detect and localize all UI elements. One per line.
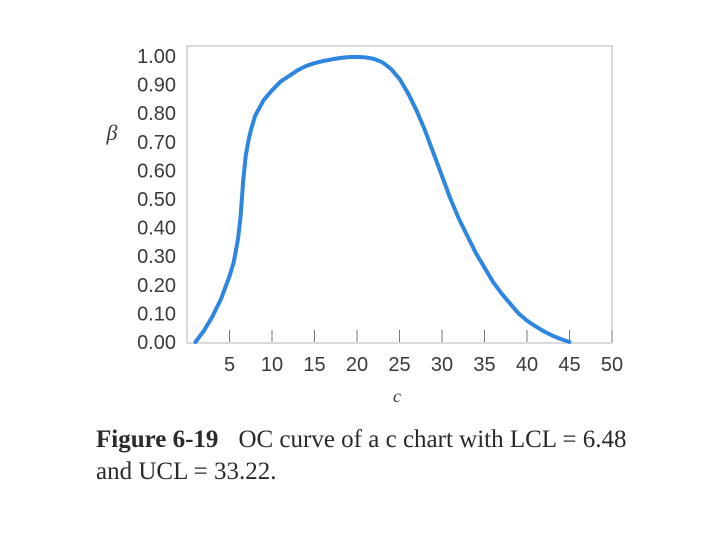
oc-curve-line	[193, 54, 572, 344]
y-tick-label: 0.40	[137, 218, 176, 240]
x-tick-label: 25	[388, 354, 410, 376]
x-tick-label: 30	[431, 354, 453, 376]
x-tick-label: 10	[261, 354, 283, 376]
y-tick-label: 0.00	[137, 332, 176, 354]
y-tick-label: 0.70	[137, 132, 176, 154]
x-axis-ticks: 5 10 15 20 25 30 35 40 45 50	[224, 330, 623, 376]
x-tick-label: 35	[473, 354, 495, 376]
y-tick-label: 0.20	[137, 275, 176, 297]
x-tick-label: 15	[303, 354, 325, 376]
x-tick-label: 50	[601, 354, 623, 376]
y-tick-label: 0.30	[137, 246, 176, 268]
x-tick-label: 40	[516, 354, 538, 376]
y-tick-label: 0.80	[137, 103, 176, 125]
y-axis-tick-labels: 0.00 0.10 0.20 0.30 0.40 0.50 0.60 0.70 0.80 0.90…	[137, 46, 176, 354]
y-tick-label: 0.90	[137, 75, 176, 97]
x-tick-label: 5	[224, 354, 235, 376]
x-axis-label: c	[393, 386, 401, 406]
y-tick-label: 1.00	[137, 46, 176, 68]
x-tick-label: 20	[346, 354, 368, 376]
y-tick-label: 0.60	[137, 160, 176, 182]
caption-text: OC curve of a c chart with LCL = 6.48 an…	[96, 426, 627, 485]
y-tick-label: 0.50	[137, 189, 176, 211]
figure-caption: Figure 6-19 OC curve of a c chart with LC…	[96, 424, 656, 488]
figure-label: Figure 6-19	[96, 426, 219, 453]
plot-area-border	[186, 45, 613, 344]
x-tick-label: 45	[558, 354, 580, 376]
y-tick-label: 0.10	[137, 303, 176, 325]
y-axis-label: β	[106, 120, 118, 145]
